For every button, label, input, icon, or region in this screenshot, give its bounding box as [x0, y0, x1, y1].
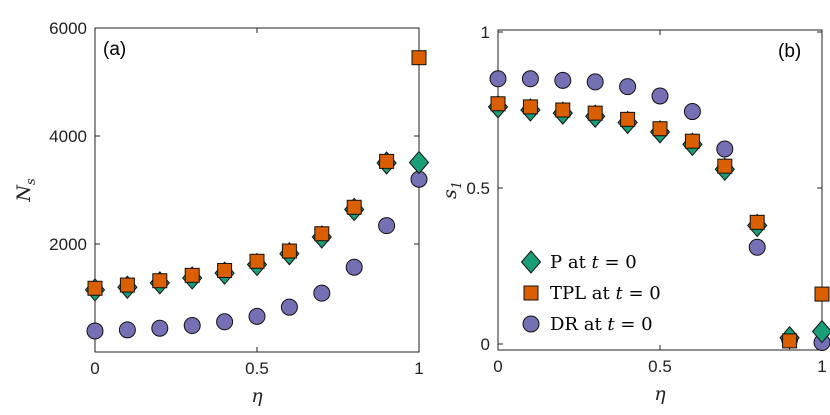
panel-b: 0 0.5 1 0 0.5 1 η s1 (b) P at t = 0 TPL at t = 0 DR… — [439, 23, 830, 405]
series-dr — [86, 170, 428, 340]
plot-frame — [94, 27, 420, 353]
point-tpl — [684, 133, 700, 149]
point-tpl — [490, 96, 506, 112]
point-tpl — [152, 273, 168, 289]
y-tick-label: 6000 — [49, 19, 87, 38]
point-dr — [554, 71, 572, 89]
point-tpl — [652, 121, 668, 137]
point-dr — [216, 313, 234, 331]
point-tpl — [119, 277, 135, 293]
y-tick-label: 1 — [481, 23, 490, 42]
legend-marker-dr — [522, 315, 540, 333]
point-tpl — [346, 199, 362, 215]
point-dr — [748, 238, 766, 256]
point-dr — [183, 317, 201, 335]
point-tpl — [249, 253, 265, 269]
y-tick-label: 0 — [481, 335, 490, 354]
legend-label-tpl: TPL at t = 0 — [550, 283, 661, 304]
point-p — [811, 319, 830, 344]
point-dr — [683, 103, 701, 121]
y-tick-label: 4000 — [49, 127, 87, 146]
x-tick-label: 0.5 — [245, 359, 269, 378]
legend-label-p: P at t = 0 — [550, 252, 637, 273]
panel-label: (a) — [103, 39, 126, 60]
series-tpl — [490, 96, 830, 349]
x-tick-label: 0 — [90, 359, 99, 378]
x-tick-label: 1 — [817, 357, 826, 376]
point-tpl — [717, 158, 733, 174]
legend-marker-p — [520, 250, 542, 274]
point-dr — [118, 321, 136, 339]
point-dr — [378, 217, 396, 235]
point-tpl — [749, 214, 765, 230]
point-dr — [280, 298, 298, 316]
point-dr — [651, 87, 669, 105]
point-dr — [521, 70, 539, 88]
point-dr — [489, 70, 507, 88]
legend: P at t = 0 TPL at t = 0 DR at t = 0 — [520, 250, 661, 335]
point-dr — [248, 307, 266, 325]
point-dr — [586, 73, 604, 91]
y-tick-label: 0.5 — [466, 179, 490, 198]
point-tpl — [217, 262, 233, 278]
y-axis-label: s1 — [439, 181, 465, 199]
series-tpl — [87, 50, 427, 296]
x-tick-label: 0 — [493, 357, 502, 376]
point-tpl — [184, 267, 200, 283]
series-dr — [489, 70, 830, 351]
point-dr — [313, 284, 331, 302]
point-dr — [619, 78, 637, 96]
point-tpl — [620, 111, 636, 127]
point-dr — [716, 140, 734, 158]
point-tpl — [782, 333, 798, 349]
point-tpl — [411, 50, 427, 66]
x-axis-label: η — [654, 383, 666, 405]
panel-a: 0 0.5 1 2000 4000 6000 η Ns (a) — [13, 19, 430, 407]
point-tpl — [814, 286, 830, 302]
x-tick-label: 1 — [414, 359, 423, 378]
point-dr — [86, 322, 104, 340]
point-dr — [345, 258, 363, 276]
point-tpl — [379, 153, 395, 169]
x-axis-label: η — [251, 385, 263, 407]
point-tpl — [555, 102, 571, 118]
legend-marker-tpl — [523, 285, 539, 301]
point-p — [408, 150, 430, 175]
y-axis-label: Ns — [13, 178, 39, 203]
point-dr — [151, 319, 169, 337]
series-p — [84, 150, 430, 302]
panel-label: (b) — [778, 41, 801, 62]
y-tick-label: 2000 — [49, 235, 87, 254]
point-tpl — [314, 226, 330, 242]
point-tpl — [87, 280, 103, 296]
x-tick-label: 0.5 — [648, 357, 672, 376]
point-tpl — [522, 99, 538, 115]
point-tpl — [281, 243, 297, 259]
point-tpl — [587, 105, 603, 121]
legend-label-dr: DR at t = 0 — [550, 314, 653, 335]
